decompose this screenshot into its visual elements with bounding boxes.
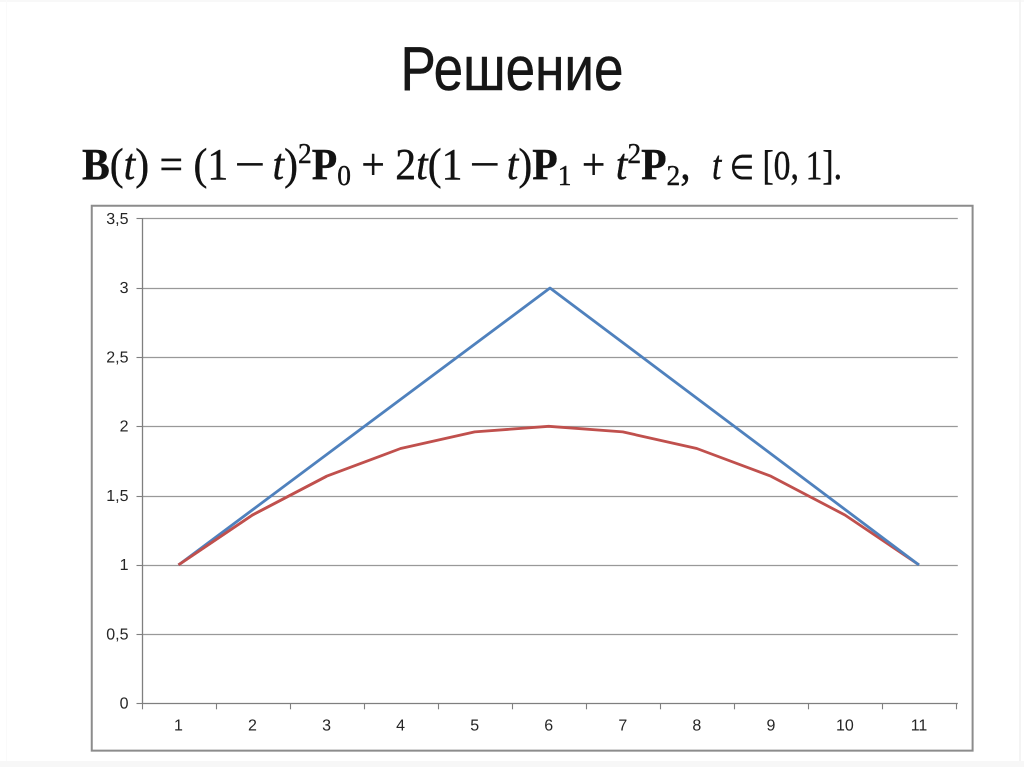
svg-text:1: 1: [174, 718, 183, 735]
svg-text:6: 6: [544, 718, 553, 735]
svg-text:3: 3: [120, 280, 129, 297]
svg-text:10: 10: [836, 718, 854, 735]
svg-text:2,5: 2,5: [106, 349, 128, 366]
svg-text:3: 3: [322, 718, 331, 735]
svg-text:1: 1: [120, 557, 129, 574]
svg-text:4: 4: [396, 718, 405, 735]
svg-text:0,5: 0,5: [106, 627, 128, 644]
svg-text:2: 2: [248, 718, 257, 735]
svg-text:11: 11: [911, 718, 928, 735]
svg-text:0: 0: [120, 696, 129, 713]
svg-text:1,5: 1,5: [106, 488, 128, 505]
svg-text:8: 8: [692, 718, 701, 735]
svg-text:2: 2: [120, 419, 129, 436]
svg-text:5: 5: [470, 718, 479, 735]
svg-text:7: 7: [618, 718, 627, 735]
svg-text:3,5: 3,5: [106, 211, 128, 228]
svg-text:9: 9: [766, 718, 775, 735]
